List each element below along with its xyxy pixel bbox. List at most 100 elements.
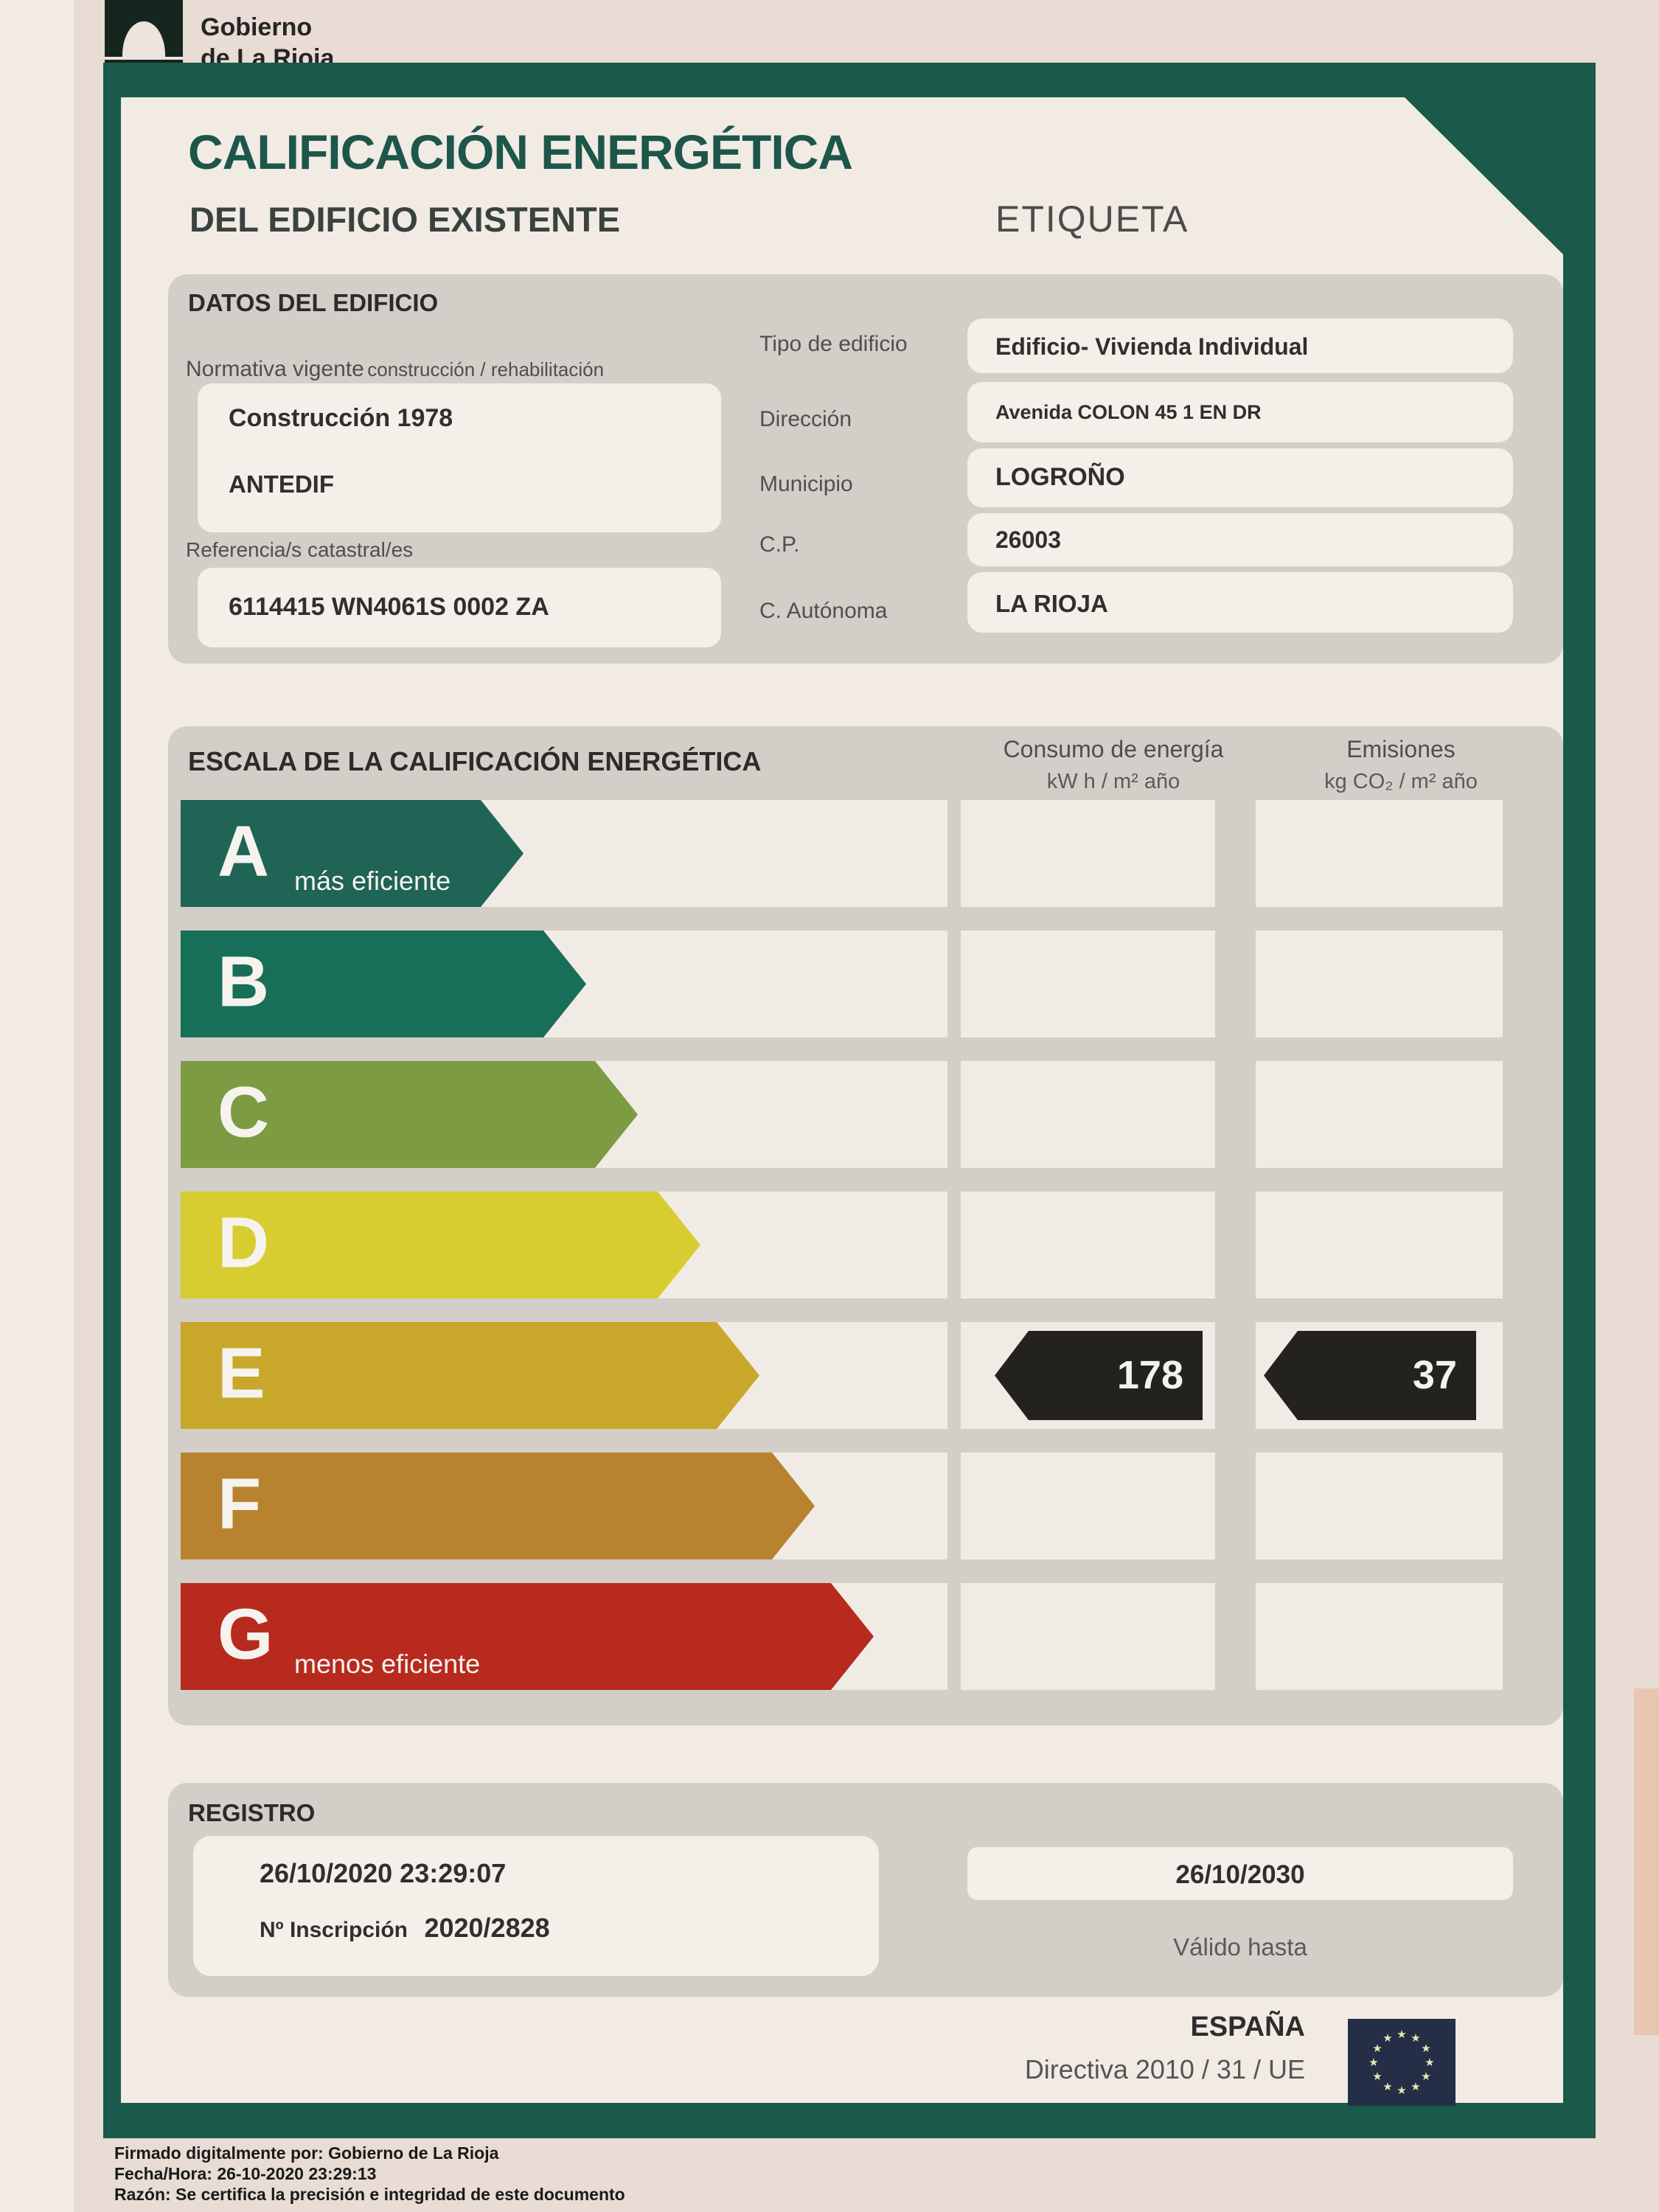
consumption-cell — [961, 1061, 1215, 1168]
paper-left-strip — [0, 0, 74, 2212]
svg-text:★: ★ — [1411, 2031, 1420, 2045]
emissions-cell — [1256, 931, 1503, 1037]
valid-until-date: 26/10/2030 — [1175, 1860, 1305, 1889]
scale-row-b: B — [181, 931, 1503, 1037]
signature-line1: Firmado digitalmente por: Gobierno de La… — [114, 2143, 499, 2163]
rating-letter-e: E — [218, 1332, 265, 1413]
svg-text:★: ★ — [1372, 2042, 1382, 2055]
svg-text:★: ★ — [1411, 2080, 1420, 2093]
logo-text-line1: Gobierno — [201, 13, 313, 41]
inscription-label: Nº Inscripción — [260, 1918, 408, 1942]
arrow-cell: A más eficiente — [181, 800, 947, 907]
svg-text:★: ★ — [1421, 2070, 1430, 2083]
inscription-value: 2020/2828 — [424, 1913, 550, 1943]
arrow-cell: E — [181, 1322, 947, 1429]
bridge-arch-shape — [122, 21, 165, 57]
consumption-cell — [961, 931, 1215, 1037]
direccion-value: Avenida COLON 45 1 EN DR — [995, 401, 1262, 423]
emissions-cell — [1256, 1453, 1503, 1559]
rating-label-g: menos eficiente — [294, 1649, 481, 1679]
municipio-value: LOGROÑO — [995, 463, 1125, 491]
normativa-label: Normativa vigente construcción / rehabil… — [186, 357, 604, 382]
consumption-header: Consumo de energía — [1003, 736, 1224, 762]
catastral-label: Referencia/s catastral/es — [186, 538, 414, 561]
frame-top-band — [103, 63, 1596, 97]
arrow-cell: B — [181, 931, 947, 1037]
rating-arrow-b: B — [181, 931, 586, 1037]
svg-text:★: ★ — [1382, 2031, 1392, 2045]
signature-line3: Razón: Se certifica la precisión e integ… — [114, 2185, 625, 2204]
scale-row-a: A más eficiente — [181, 800, 1503, 907]
normativa-value-line1: Construcción 1978 — [229, 404, 453, 432]
rating-arrow-a: A más eficiente — [181, 800, 524, 907]
valid-until-label: Válido hasta — [1173, 1933, 1307, 1961]
consumption-cell — [961, 1192, 1215, 1298]
rating-letter-f: F — [218, 1463, 262, 1544]
normativa-value-line2: ANTEDIF — [229, 470, 334, 498]
registry-date-box: 26/10/2020 23:29:07 Nº Inscripción 2020/… — [193, 1836, 879, 1976]
rating-letter-d: D — [218, 1202, 270, 1283]
consumption-value-tag: 178 — [995, 1331, 1203, 1420]
frame-right-band — [1563, 63, 1596, 2138]
arrow-cell: F — [181, 1453, 947, 1559]
catastral-value-box: 6114415 WN4061S 0002 ZA — [198, 568, 721, 647]
cp-value-box: 26003 — [967, 513, 1513, 566]
rating-label-a: más eficiente — [294, 866, 451, 896]
svg-text:★: ★ — [1382, 2080, 1392, 2093]
rating-letter-c: C — [218, 1071, 270, 1152]
scale-row-c: C — [181, 1061, 1503, 1168]
scale-row-e: E 178 37 — [181, 1322, 1503, 1429]
scale-row-f: F — [181, 1453, 1503, 1559]
rating-arrow-c: C — [181, 1061, 638, 1168]
municipio-value-box: LOGROÑO — [967, 448, 1513, 507]
normativa-label-main: Normativa vigente — [186, 357, 364, 381]
page-subtitle: DEL EDIFICIO EXISTENTE — [189, 200, 621, 239]
municipio-label: Municipio — [759, 472, 853, 496]
registry-inscription: Nº Inscripción 2020/2828 — [260, 1913, 550, 1944]
tipo-value: Edificio- Vivienda Individual — [995, 333, 1309, 360]
signature-line2: Fecha/Hora: 26-10-2020 23:29:13 — [114, 2164, 377, 2183]
eu-flag: ★ ★ ★ ★ ★ ★ ★ ★ ★ ★ ★ ★ — [1348, 2019, 1455, 2106]
autonoma-label: C. Autónoma — [759, 599, 888, 623]
arrow-cell: D — [181, 1192, 947, 1298]
arrow-cell: G menos eficiente — [181, 1583, 947, 1690]
tipo-label: Tipo de edificio — [759, 332, 908, 356]
emissions-header: Emisiones — [1346, 736, 1455, 762]
svg-text:★: ★ — [1421, 2042, 1430, 2055]
frame-left-band — [103, 63, 121, 2138]
rating-arrow-e: E — [181, 1322, 759, 1429]
page-title: CALIFICACIÓN ENERGÉTICA — [188, 125, 853, 179]
arrow-cell: C — [181, 1061, 947, 1168]
consumption-cell — [961, 1583, 1215, 1690]
cp-label: C.P. — [759, 532, 800, 557]
direccion-label: Dirección — [759, 407, 852, 431]
registry-section: REGISTRO 26/10/2020 23:29:07 Nº Inscripc… — [168, 1783, 1563, 1997]
emissions-cell — [1256, 800, 1503, 907]
rating-letter-g: G — [218, 1593, 274, 1674]
digital-signature-block: Firmado digitalmente por: Gobierno de La… — [114, 2143, 625, 2205]
rating-letter-a: A — [218, 810, 270, 891]
autonoma-value-box: LA RIOJA — [967, 572, 1513, 633]
building-data-section: DATOS DEL EDIFICIO Normativa vigente con… — [168, 274, 1563, 664]
emissions-cell: 37 — [1256, 1322, 1503, 1429]
emissions-cell — [1256, 1192, 1503, 1298]
emissions-cell — [1256, 1061, 1503, 1168]
normativa-value-box: Construcción 1978 ANTEDIF — [198, 383, 721, 532]
rating-letter-b: B — [218, 941, 270, 1022]
consumption-cell — [961, 1453, 1215, 1559]
rating-arrow-f: F — [181, 1453, 815, 1559]
valid-until-box: 26/10/2030 — [967, 1847, 1513, 1900]
consumption-cell: 178 — [961, 1322, 1215, 1429]
svg-text:★: ★ — [1368, 2056, 1378, 2069]
etiqueta-label: ETIQUETA — [995, 198, 1189, 240]
frame-bottom-band — [103, 2103, 1596, 2138]
eu-flag-stars: ★ ★★ ★★★ ★★★ ★★★ — [1368, 2028, 1434, 2097]
cp-value: 26003 — [995, 526, 1061, 553]
building-section-title: DATOS DEL EDIFICIO — [188, 289, 439, 316]
directive-label: Directiva 2010 / 31 / UE — [1024, 2054, 1305, 2084]
emissions-units: kg CO₂ / m² año — [1324, 770, 1478, 793]
svg-text:★: ★ — [1397, 2028, 1406, 2041]
rating-arrow-d: D — [181, 1192, 700, 1298]
tipo-value-box: Edificio- Vivienda Individual — [967, 319, 1513, 373]
